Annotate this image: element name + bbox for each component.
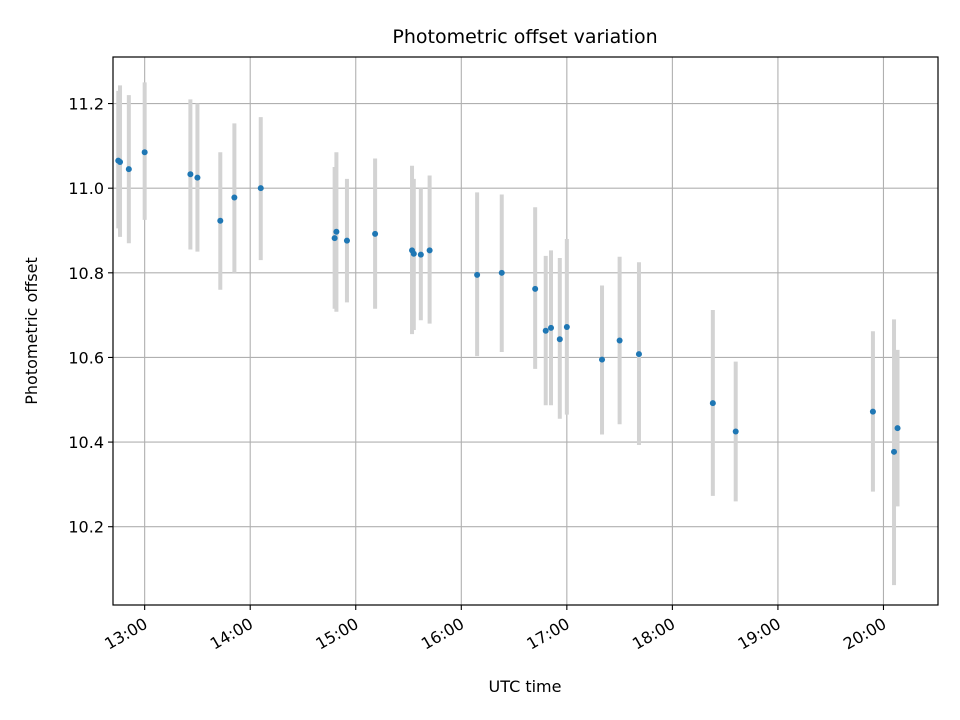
- data-point: [616, 337, 623, 344]
- x-tick-label: 17:00: [523, 614, 572, 654]
- y-tick-label: 10.6: [68, 348, 104, 367]
- y-axis-ticks: 10.2 10.4 10.6 10.8 11.0 11.2: [68, 95, 113, 537]
- x-tick-label: 18:00: [629, 614, 678, 654]
- data-point: [548, 324, 555, 331]
- y-tick-label: 11.0: [68, 179, 104, 198]
- data-point: [532, 285, 539, 292]
- data-point: [709, 400, 716, 407]
- data-point: [141, 149, 148, 156]
- data-point: [194, 174, 201, 181]
- y-axis-label: Photometric offset: [22, 257, 41, 405]
- data-point: [563, 323, 570, 330]
- x-tick-label: 19:00: [734, 614, 783, 654]
- data-point: [410, 250, 417, 257]
- y-tick-label: 10.2: [68, 518, 104, 537]
- x-tick-label: 20:00: [840, 614, 889, 654]
- data-point: [217, 217, 224, 224]
- data-point: [372, 230, 379, 237]
- plot-frame: [112, 56, 939, 606]
- data-points: [115, 149, 901, 455]
- x-tick-label: 16:00: [418, 614, 467, 654]
- y-tick-label: 10.8: [68, 264, 104, 283]
- data-point: [187, 171, 194, 178]
- data-point: [556, 336, 563, 343]
- data-point: [333, 228, 340, 235]
- x-axis-ticks: 13:00 14:00 15:00 16:00 17:00 18:00 19:00 20:00: [101, 605, 889, 654]
- x-tick-label: 13:00: [101, 614, 150, 654]
- data-point: [498, 269, 505, 276]
- data-point: [732, 428, 739, 435]
- data-point: [231, 194, 238, 201]
- data-point: [257, 185, 264, 192]
- grid-lines: [113, 57, 938, 605]
- data-point: [542, 327, 549, 334]
- data-point: [635, 351, 642, 358]
- data-point: [343, 237, 350, 244]
- data-point: [891, 448, 898, 455]
- x-tick-label: 14:00: [207, 614, 256, 654]
- chart-title: Photometric offset variation: [392, 26, 657, 48]
- error-bars: [116, 82, 900, 586]
- data-point: [117, 158, 124, 165]
- data-point: [426, 247, 433, 254]
- data-point: [331, 235, 338, 242]
- data-point: [894, 425, 901, 432]
- x-axis-label: UTC time: [489, 677, 562, 696]
- x-tick-label: 15:00: [312, 614, 361, 654]
- data-point: [474, 271, 481, 278]
- y-tick-label: 11.2: [68, 95, 104, 114]
- data-point: [599, 356, 606, 363]
- data-point: [125, 166, 132, 173]
- data-point: [869, 408, 876, 415]
- data-point: [417, 251, 424, 258]
- y-tick-label: 10.4: [68, 433, 104, 452]
